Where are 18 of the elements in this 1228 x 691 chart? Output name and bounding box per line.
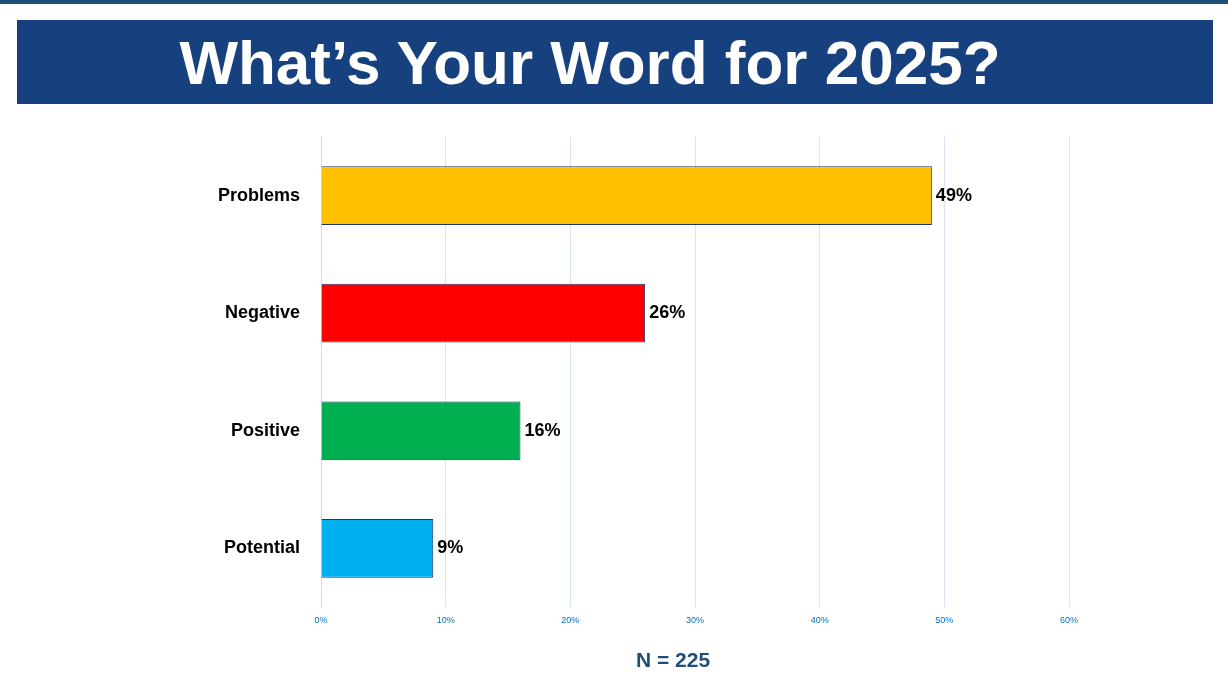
x-tick-label: 60% [1059,615,1079,626]
y-tick-label: Problems [217,184,300,205]
chart-title: What’s Your Word for 2025? [179,26,1001,98]
x-tick-label: 10% [436,615,455,626]
data-label: 9% [437,537,464,558]
x-tick-label: 0% [314,615,328,626]
data-label: 49% [935,184,972,205]
data-label: 26% [649,302,686,323]
y-tick-label: Potential [223,537,300,558]
text: N = 225 [634,648,712,672]
data-label: 16% [524,419,561,440]
y-tick-label: Negative [224,302,300,323]
x-tick-label: 30% [685,615,705,626]
x-tick-label: 50% [935,615,954,626]
x-tick-label: 20% [561,615,580,626]
title-banner: What’s Your Word for 2025? [17,20,1213,104]
x-tick-label: 40% [810,615,829,626]
y-tick-label: Positive [230,419,300,440]
